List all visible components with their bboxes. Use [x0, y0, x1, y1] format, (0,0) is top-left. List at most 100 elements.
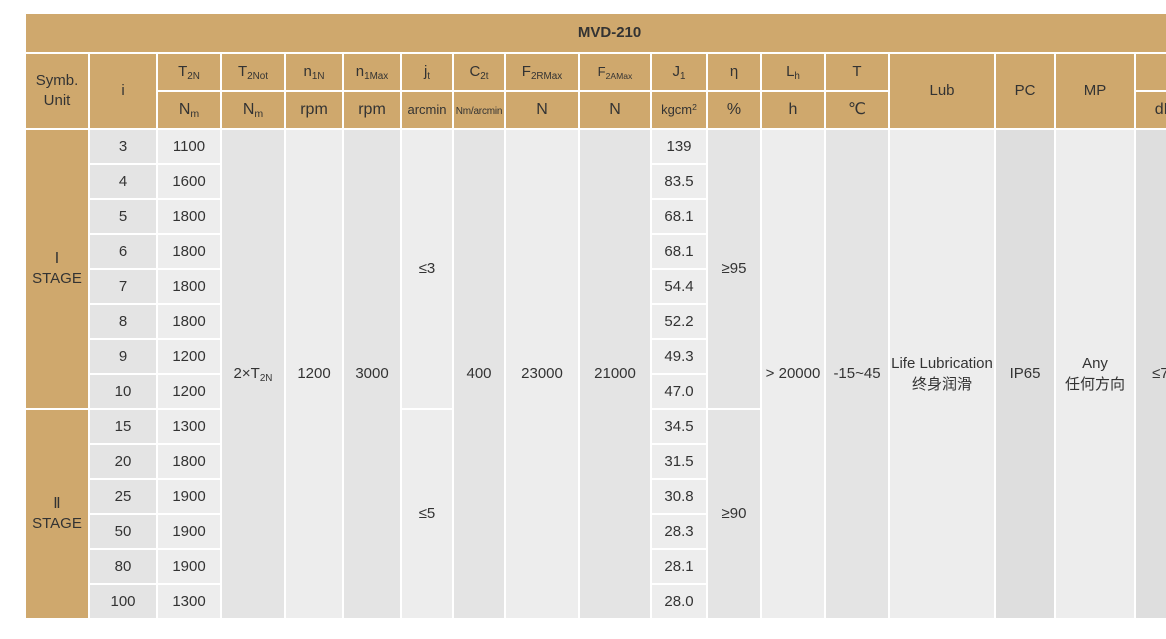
header-symbol-t: T [826, 54, 888, 90]
stage-word: STAGE [32, 515, 82, 532]
cell-j1: 49.3 [652, 340, 706, 373]
header-symbol-lh: Lh [762, 54, 824, 90]
table-row: 80 1900 28.1 [26, 550, 1166, 583]
header-unit-row: Nm Nm rpm rpm arcmin Nm/arcmin N N kgcm2… [26, 92, 1166, 128]
cell-j1: 28.0 [652, 585, 706, 618]
cell-jt-stage1: ≤3 [402, 130, 452, 408]
cell-lub-merged: Life Lubrication 终身润滑 [890, 130, 994, 618]
header-symbol-noise [1136, 54, 1166, 90]
header-unit-lh: h [762, 92, 824, 128]
cell-i: 50 [90, 515, 156, 548]
header-unit-n1n: rpm [286, 92, 342, 128]
cell-j1: 28.3 [652, 515, 706, 548]
cell-c2t-merged: 400 [454, 130, 504, 618]
table-row: Ⅱ STAGE 15 1300 ≤5 34.5 ≥90 [26, 410, 1166, 618]
cell-j1: 54.4 [652, 270, 706, 303]
header-unit-t: ℃ [826, 92, 888, 128]
cell-t2n: 1900 [158, 480, 220, 513]
cell-t2n: 1900 [158, 550, 220, 583]
cell-j1: 139 [652, 130, 706, 163]
cell-t2n: 1200 [158, 340, 220, 373]
cell-j1: 30.8 [652, 480, 706, 513]
cell-i: 15 [90, 410, 156, 443]
header-symbol-t2not: T2Not [222, 54, 284, 90]
cell-t2n: 1800 [158, 445, 220, 478]
header-symbol-mp: MP [1056, 54, 1134, 128]
cell-t2n: 1100 [158, 130, 220, 163]
header-unit-c2t: Nm/arcmin [454, 92, 504, 128]
cell-n1n-merged: 1200 [286, 130, 342, 618]
stage-label-2: Ⅱ STAGE [26, 410, 88, 618]
lub-text-en: Life Lubrication [891, 354, 993, 372]
table-row: 9 1200 49.3 [26, 340, 1166, 373]
cell-noise-merged: ≤75 [1136, 130, 1166, 618]
header-unit-noise: dB [1136, 92, 1166, 128]
table-row: 10 1200 47.0 [26, 375, 1166, 408]
table-row: 20 1800 31.5 [26, 445, 1166, 478]
header-symbol-pc: PC [996, 54, 1054, 128]
header-unit-eta: % [708, 92, 760, 128]
cell-f2rmax-merged: 23000 [506, 130, 578, 618]
header-unit-f2rmax: N [506, 92, 578, 128]
cell-j1: 28.1 [652, 550, 706, 583]
header-symbol-j1: J1 [652, 54, 706, 90]
cell-i: 3 [90, 130, 156, 163]
cell-t2n: 1800 [158, 270, 220, 303]
stage-word: STAGE [32, 270, 82, 287]
header-unit-f2amax: N [580, 92, 650, 128]
mp-text-cn: 任何方向 [1064, 375, 1125, 393]
stage-label-1: Ⅰ STAGE [26, 130, 88, 408]
table-row: 4 1600 83.5 [26, 165, 1166, 198]
header-unit-j1: kgcm2 [652, 92, 706, 128]
title-row: MVD-210 [26, 14, 1166, 52]
cell-n1max-merged: 3000 [344, 130, 400, 618]
mp-text-en: Any [1082, 354, 1108, 372]
cell-t-merged: -15~45 [826, 130, 888, 618]
cell-i: 80 [90, 550, 156, 583]
cell-t2n: 1800 [158, 235, 220, 268]
table-title: MVD-210 [26, 14, 1166, 52]
cell-i: 100 [90, 585, 156, 618]
cell-i: 9 [90, 340, 156, 373]
cell-i: 5 [90, 200, 156, 233]
cell-j1: 68.1 [652, 200, 706, 233]
table-row: 5 1800 68.1 [26, 200, 1166, 233]
table-row: 25 1900 30.8 [26, 480, 1166, 513]
cell-j1: 68.1 [652, 235, 706, 268]
cell-mp-merged: Any 任何方向 [1056, 130, 1134, 618]
cell-j1: 47.0 [652, 375, 706, 408]
cell-i: 8 [90, 305, 156, 338]
cell-t2n: 1800 [158, 305, 220, 338]
cell-f2amax-merged: 21000 [580, 130, 650, 618]
cell-eta-stage1: ≥95 [708, 130, 760, 408]
stage-numeral: Ⅱ [53, 494, 61, 512]
header-symbol-row: Symb. Unit i T2N T2Not n1N n1Max jt C2t … [26, 54, 1166, 128]
cell-t2n: 1900 [158, 515, 220, 548]
specification-table: MVD-210 Symb. Unit i T2N T2Not n1N n1Max… [24, 12, 1166, 620]
header-symbol-n1n: n1N [286, 54, 342, 90]
header-unit-t2not: Nm [222, 92, 284, 128]
cell-i: 7 [90, 270, 156, 303]
header-symbol-f2rmax: F2RMax [506, 54, 578, 90]
cell-j1: 31.5 [652, 445, 706, 478]
lub-text-cn: 终身润滑 [911, 375, 972, 393]
header-unit-t2n: Nm [158, 92, 220, 128]
table-row: 50 1900 28.3 [26, 515, 1166, 548]
cell-i: 6 [90, 235, 156, 268]
header-symbol-jt: jt [402, 54, 452, 90]
cell-t2n: 1600 [158, 165, 220, 198]
header-unit-jt: arcmin [402, 92, 452, 128]
cell-t2n: 1200 [158, 375, 220, 408]
header-symbol-f2amax: F2AMax [580, 54, 650, 90]
cell-lh-merged: > 20000 [762, 130, 824, 618]
cell-t2n: 1800 [158, 200, 220, 233]
cell-i: 20 [90, 445, 156, 478]
cell-i: 4 [90, 165, 156, 198]
cell-i: 25 [90, 480, 156, 513]
header-symbol-t2n: T2N [158, 54, 220, 90]
header-unit-n1max: rpm [344, 92, 400, 128]
header-symbol-n1max: n1Max [344, 54, 400, 90]
header-symb-label: Symb. [35, 71, 79, 89]
cell-t2n: 1300 [158, 410, 220, 443]
